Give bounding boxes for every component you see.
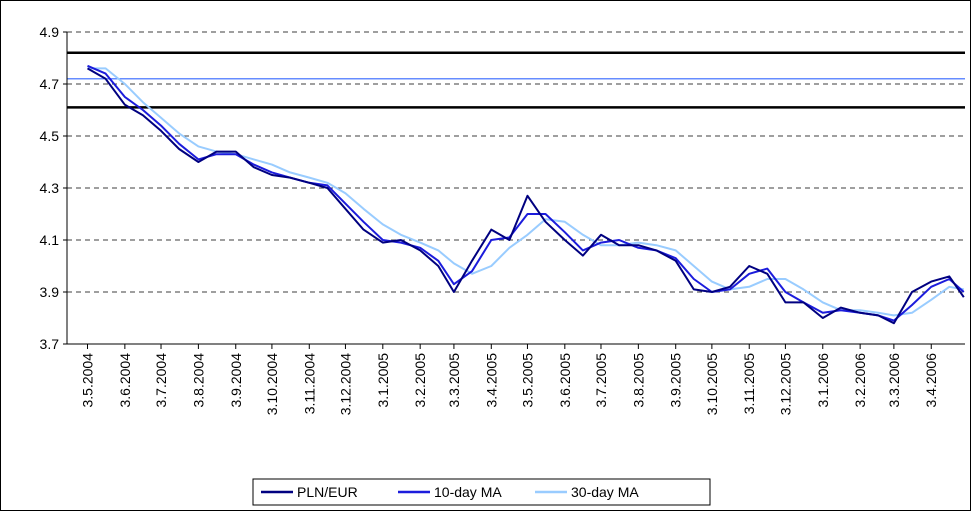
series-line bbox=[87, 67, 965, 325]
legend-label: 10-day MA bbox=[434, 484, 502, 500]
y-tick-label: 3.9 bbox=[40, 284, 60, 300]
x-tick-label: 3.9.2004 bbox=[228, 353, 244, 408]
x-tick-label: 3.9.2005 bbox=[668, 353, 684, 408]
x-tick-label: 3.5.2004 bbox=[79, 353, 95, 408]
x-tick-label: 3.8.2005 bbox=[630, 353, 646, 408]
x-tick-label: 3.4.2006 bbox=[923, 353, 939, 408]
y-tick-label: 4.7 bbox=[40, 76, 60, 92]
x-tick-label: 3.2.2006 bbox=[852, 353, 868, 408]
x-tick-label: 3.4.2005 bbox=[483, 353, 499, 408]
y-tick-label: 4.9 bbox=[40, 24, 60, 40]
x-tick-label: 3.1.2005 bbox=[375, 353, 391, 408]
x-tick-label: 3.3.2005 bbox=[446, 353, 462, 408]
x-tick-label: 3.5.2005 bbox=[519, 353, 535, 408]
y-tick-label: 4.5 bbox=[40, 128, 60, 144]
x-tick-label: 3.11.2005 bbox=[741, 353, 757, 414]
y-tick-label: 3.7 bbox=[40, 336, 60, 352]
x-tick-label: 3.8.2004 bbox=[190, 353, 206, 408]
x-tick-label: 3.12.2005 bbox=[777, 353, 793, 415]
x-tick-label: 3.3.2006 bbox=[886, 353, 902, 408]
x-tick-label: 3.10.2004 bbox=[264, 353, 280, 415]
x-tick-label: 3.6.2004 bbox=[117, 353, 133, 408]
y-tick-label: 4.3 bbox=[40, 180, 60, 196]
x-tick-label: 3.2.2005 bbox=[412, 353, 428, 408]
legend-box bbox=[252, 478, 711, 506]
x-tick-label: 3.7.2004 bbox=[153, 353, 169, 408]
x-tick-label: 3.11.2004 bbox=[301, 353, 317, 414]
x-tick-label: 3.12.2004 bbox=[337, 353, 353, 415]
x-tick-label: 3.6.2005 bbox=[557, 353, 573, 408]
legend-label: 30-day MA bbox=[571, 484, 639, 500]
x-tick-label: 3.10.2005 bbox=[704, 353, 720, 415]
legend-label: PLN/EUR bbox=[297, 484, 358, 500]
y-tick-label: 4.1 bbox=[40, 232, 60, 248]
x-tick-label: 3.1.2006 bbox=[815, 353, 831, 408]
x-tick-label: 3.7.2005 bbox=[593, 353, 609, 408]
series-line bbox=[87, 64, 965, 322]
